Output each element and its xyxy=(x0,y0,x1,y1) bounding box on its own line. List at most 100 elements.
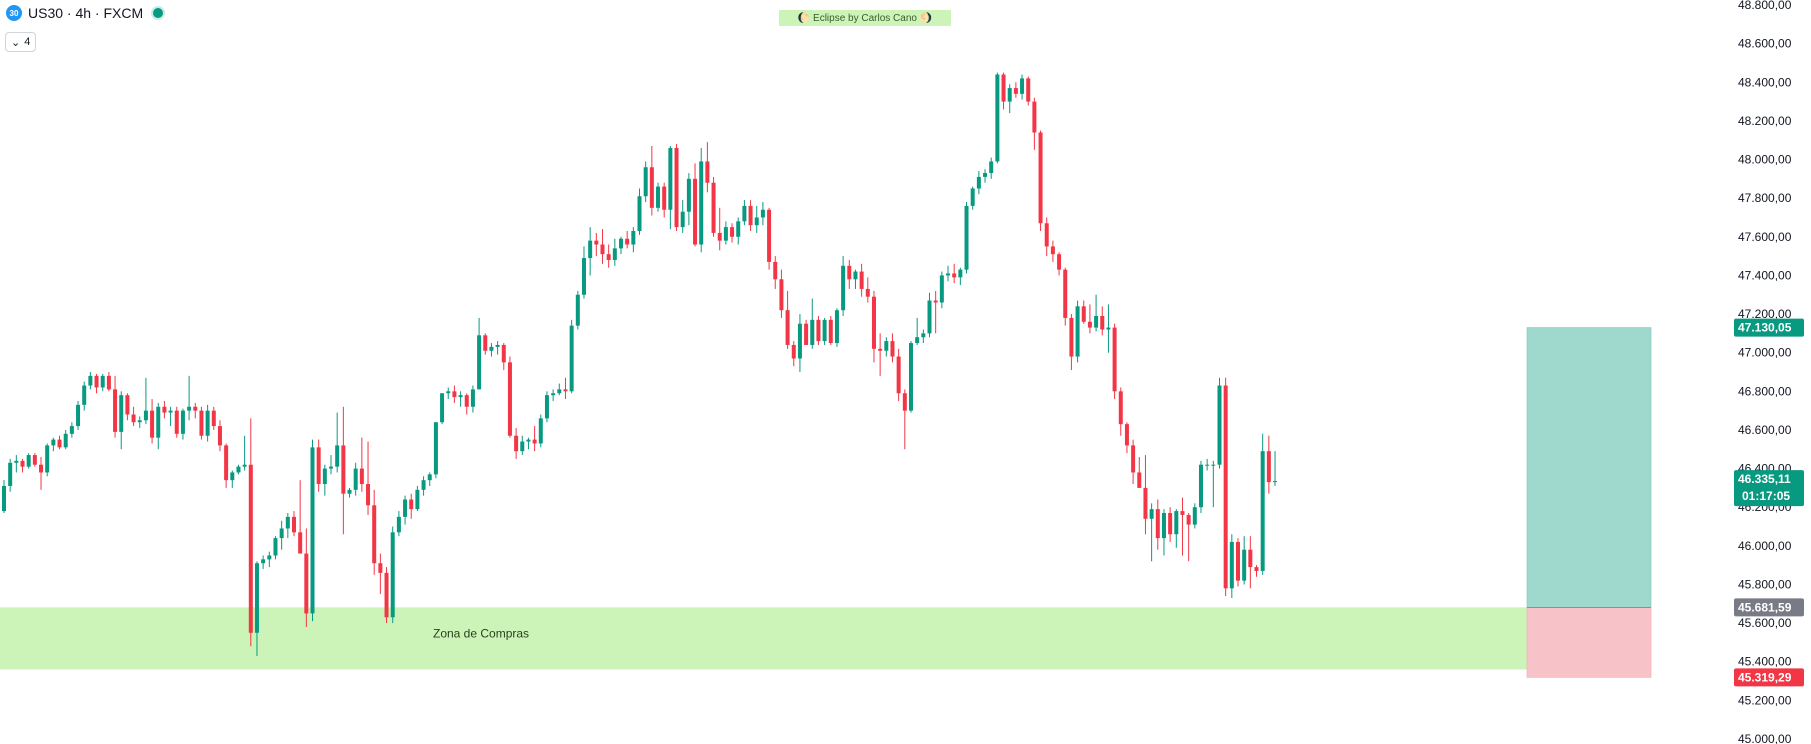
candle-body xyxy=(2,485,6,512)
candle xyxy=(1273,451,1278,486)
candle-body xyxy=(285,516,290,529)
candle-body xyxy=(730,227,735,237)
candle xyxy=(532,426,537,452)
candle xyxy=(464,393,469,415)
watermark-label: 🌔 Eclipse by Carlos Cano 🌖 xyxy=(779,10,951,26)
target-price-label-bg xyxy=(1734,318,1804,337)
candle-body xyxy=(359,468,364,485)
candle xyxy=(1050,240,1055,262)
candle xyxy=(113,375,118,438)
candle-body xyxy=(1069,317,1074,357)
candle xyxy=(1223,377,1228,597)
candle xyxy=(372,489,377,575)
candle xyxy=(187,375,192,421)
candle-body xyxy=(1075,306,1080,357)
candle xyxy=(477,317,482,390)
candle-body xyxy=(828,319,833,344)
candle xyxy=(933,290,938,334)
candle-body xyxy=(853,271,858,280)
candle xyxy=(57,435,62,450)
candle-body xyxy=(168,410,173,413)
candle xyxy=(730,223,735,243)
candle-body xyxy=(162,406,167,413)
candle xyxy=(298,480,303,554)
candle xyxy=(828,315,833,345)
position-stop-area xyxy=(1526,607,1652,678)
candle-body xyxy=(557,389,562,394)
candle-body xyxy=(1168,513,1173,535)
candle xyxy=(1100,306,1105,336)
candle-body xyxy=(45,445,50,473)
candle xyxy=(686,173,691,226)
indicator-toggle-button[interactable]: ⌄ 4 xyxy=(5,32,37,52)
candle-body xyxy=(1174,511,1179,535)
target-price-label-text: 47.130,05 xyxy=(1738,321,1792,335)
candle xyxy=(927,292,932,338)
candle xyxy=(483,333,488,355)
symbol-header[interactable]: 30 US30 · 4h · FXCM xyxy=(6,5,164,21)
candle-body xyxy=(847,265,852,280)
candle-body xyxy=(82,385,87,405)
candle-body xyxy=(544,395,549,419)
candle-body xyxy=(551,393,556,396)
entry-price-label-text: 45.681,59 xyxy=(1738,600,1792,614)
price-axis[interactable]: 45.000,00 45.200,00 45.400,00 45.600,00 45.8… xyxy=(1738,0,1792,744)
candle xyxy=(45,443,50,477)
candle xyxy=(662,182,667,218)
candle xyxy=(82,381,87,411)
candle xyxy=(964,202,969,274)
candle-body xyxy=(1143,487,1148,519)
candle-body xyxy=(526,439,531,442)
candle xyxy=(1007,84,1012,114)
candle xyxy=(489,343,494,357)
candle xyxy=(637,188,642,235)
candle xyxy=(723,221,728,245)
candle xyxy=(600,229,605,264)
candle-body xyxy=(514,435,519,452)
candle xyxy=(51,437,56,452)
candle-body xyxy=(1057,254,1062,270)
candle xyxy=(680,200,685,233)
candle xyxy=(341,406,346,535)
candle-body xyxy=(662,186,667,210)
candle-body xyxy=(409,499,414,510)
candle-body xyxy=(686,178,691,212)
candle xyxy=(267,551,272,568)
candle-body xyxy=(717,232,722,241)
symbol-title[interactable]: US30 · 4h · FXCM xyxy=(28,5,144,21)
candle xyxy=(279,520,284,550)
candle-body xyxy=(915,337,920,344)
candle xyxy=(551,389,556,401)
candle-body xyxy=(341,445,346,494)
candle xyxy=(1087,304,1092,334)
candle-body xyxy=(440,393,445,423)
candle xyxy=(1149,503,1154,562)
candle-body xyxy=(1001,74,1006,102)
candle-body xyxy=(199,410,204,436)
candle-body xyxy=(1192,507,1197,525)
candle-body xyxy=(32,455,37,465)
candle-body xyxy=(989,161,994,174)
candle-body xyxy=(859,271,864,289)
candle xyxy=(1044,217,1049,257)
candle xyxy=(1137,456,1142,488)
candle-body xyxy=(600,244,605,255)
candle xyxy=(329,455,334,475)
candle-body xyxy=(816,319,821,342)
candle xyxy=(230,470,235,488)
candle-body xyxy=(1260,451,1265,571)
candle xyxy=(26,453,31,469)
candle-body xyxy=(1044,223,1049,247)
candle xyxy=(1063,267,1068,326)
candle-body xyxy=(1155,509,1160,539)
candle xyxy=(767,207,772,270)
candle-body xyxy=(1026,78,1031,102)
candle-body xyxy=(656,186,661,208)
candle-body xyxy=(742,205,747,222)
candle-body xyxy=(57,439,62,448)
current-price-label-countdown: 01:17:05 xyxy=(1742,489,1790,503)
current-price-label-bg xyxy=(1734,470,1804,507)
candle xyxy=(162,400,167,419)
candle-body xyxy=(464,395,469,407)
